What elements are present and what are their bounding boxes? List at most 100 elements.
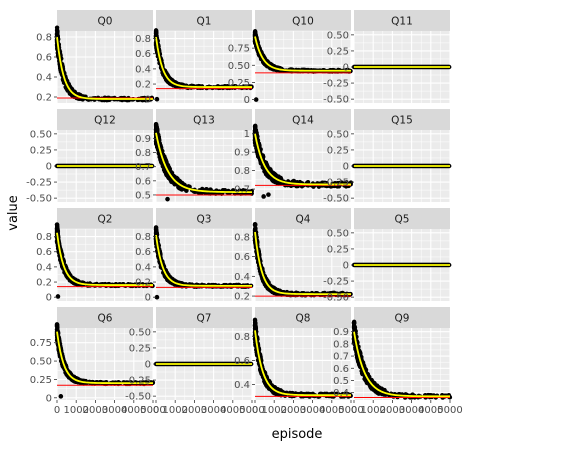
y-tick-label: 0.50: [129, 327, 151, 338]
y-tick-label: 0.50: [228, 61, 250, 72]
y-tick-label: 0: [343, 261, 349, 272]
y-tick-label: 0.8: [36, 33, 52, 44]
y-tick-label: 0: [46, 162, 52, 173]
data-point: [253, 123, 258, 129]
facet-panel-q4: Q40.20.40.60.8: [234, 208, 353, 303]
y-tick-label: 0.50: [327, 228, 349, 239]
y-tick-label: -0.50: [323, 293, 349, 304]
outlier-point: [165, 196, 170, 202]
facet-strip: [255, 109, 351, 130]
y-tick-label: 0.2: [135, 80, 151, 91]
facet-strip-label: Q7: [197, 313, 212, 325]
smooth-trend-line: [155, 132, 252, 193]
facet-panels: Q00.20.40.60.8Q100.20.40.60.8Q1000.250.5…: [26, 10, 463, 416]
facet-strip-label: Q1: [197, 16, 212, 28]
data-point: [54, 327, 60, 332]
smooth-trend-line: [254, 133, 351, 186]
x-tick-label: 0: [54, 405, 60, 416]
facet-strip-label: Q13: [193, 115, 215, 127]
smooth-trend-line: [56, 36, 153, 100]
facet-strip-label: Q5: [395, 214, 410, 226]
facet-strip-label: Q12: [94, 115, 116, 127]
x-tick-label: 3000: [201, 405, 226, 416]
y-tick-label: 0: [46, 293, 52, 304]
outlier-point: [253, 97, 259, 102]
data-point: [260, 153, 266, 158]
y-tick-label: 0.75: [30, 338, 52, 349]
facet-strip: [57, 307, 153, 328]
facet-panel-q0: Q00.20.40.60.8: [36, 10, 155, 104]
data-point: [252, 223, 258, 228]
facet-strip-label: Q15: [391, 115, 413, 127]
x-tick-label: 1000: [162, 405, 187, 416]
smooth-trend-line: [155, 234, 252, 287]
outlier-point: [266, 192, 271, 197]
y-tick-label: 0.25: [228, 78, 250, 89]
y-tick-label: 0: [145, 293, 151, 304]
y-tick-label: 0.50: [30, 129, 52, 140]
y-tick-label: 0.7: [234, 185, 250, 196]
facet-strip-label: Q4: [296, 214, 311, 226]
data-point: [177, 179, 183, 184]
facet-strip-label: Q2: [98, 214, 113, 226]
y-tick-label: 0.25: [129, 343, 151, 354]
data-point: [153, 126, 159, 132]
y-tick-label: 0: [145, 360, 151, 371]
x-tick-label: 3000: [102, 405, 127, 416]
facet-strip-label: Q8: [296, 313, 311, 325]
y-tick-label: -0.25: [125, 376, 151, 387]
y-tick-label: 0.4: [135, 262, 151, 273]
facet-strip: [354, 208, 450, 229]
smooth-trend-line: [56, 232, 153, 286]
facet-strip: [255, 10, 351, 31]
y-tick-label: -0.50: [125, 392, 151, 403]
facet-strip: [156, 109, 252, 130]
data-point: [276, 174, 281, 179]
x-tick-label: 4000: [220, 405, 245, 416]
outlier-point: [154, 96, 160, 102]
facet-strip: [156, 10, 252, 31]
data-point: [55, 229, 61, 234]
outlier-point: [58, 394, 64, 399]
y-tick-label: 0.25: [327, 244, 349, 255]
y-tick-label: 0.4: [234, 272, 250, 283]
y-tick-label: -0.50: [26, 194, 52, 205]
y-tick-label: 0.75: [228, 44, 250, 55]
facet-strip-label: Q14: [292, 115, 314, 127]
data-point: [153, 226, 159, 231]
y-tick-label: 0.2: [135, 278, 151, 289]
y-tick-label: 0.4: [36, 262, 52, 273]
facet-strip-label: Q11: [391, 16, 413, 28]
y-tick-label: 0.9: [234, 148, 250, 159]
y-tick-label: 0.8: [234, 232, 250, 243]
y-tick-label: 0.50: [327, 30, 349, 41]
y-tick-label: 0.5: [135, 190, 151, 201]
facet-strip: [354, 10, 450, 31]
facet-strip-label: Q3: [197, 214, 212, 226]
facet-strip: [156, 208, 252, 229]
y-tick-label: 0.8: [135, 148, 151, 159]
y-tick-label: -0.25: [26, 178, 52, 189]
data-point: [267, 175, 272, 180]
y-tick-label: 0.8: [234, 166, 250, 177]
smooth-trend-line: [56, 331, 153, 384]
x-tick-label: 2000: [83, 405, 108, 416]
y-tick-label: -0.50: [323, 194, 349, 205]
y-tick-label: 0.6: [135, 247, 151, 258]
x-tick-label: 2000: [182, 405, 207, 416]
y-tick-label: 1: [244, 129, 250, 140]
y-tick-label: 0.6: [36, 247, 52, 258]
y-tick-label: 0.50: [327, 129, 349, 140]
outlier-point: [154, 294, 160, 300]
facet-panel-q3: Q3 0 0.2 0.4 0.6 0.8: [135, 208, 254, 304]
y-tick-label: 0.4: [36, 73, 52, 84]
